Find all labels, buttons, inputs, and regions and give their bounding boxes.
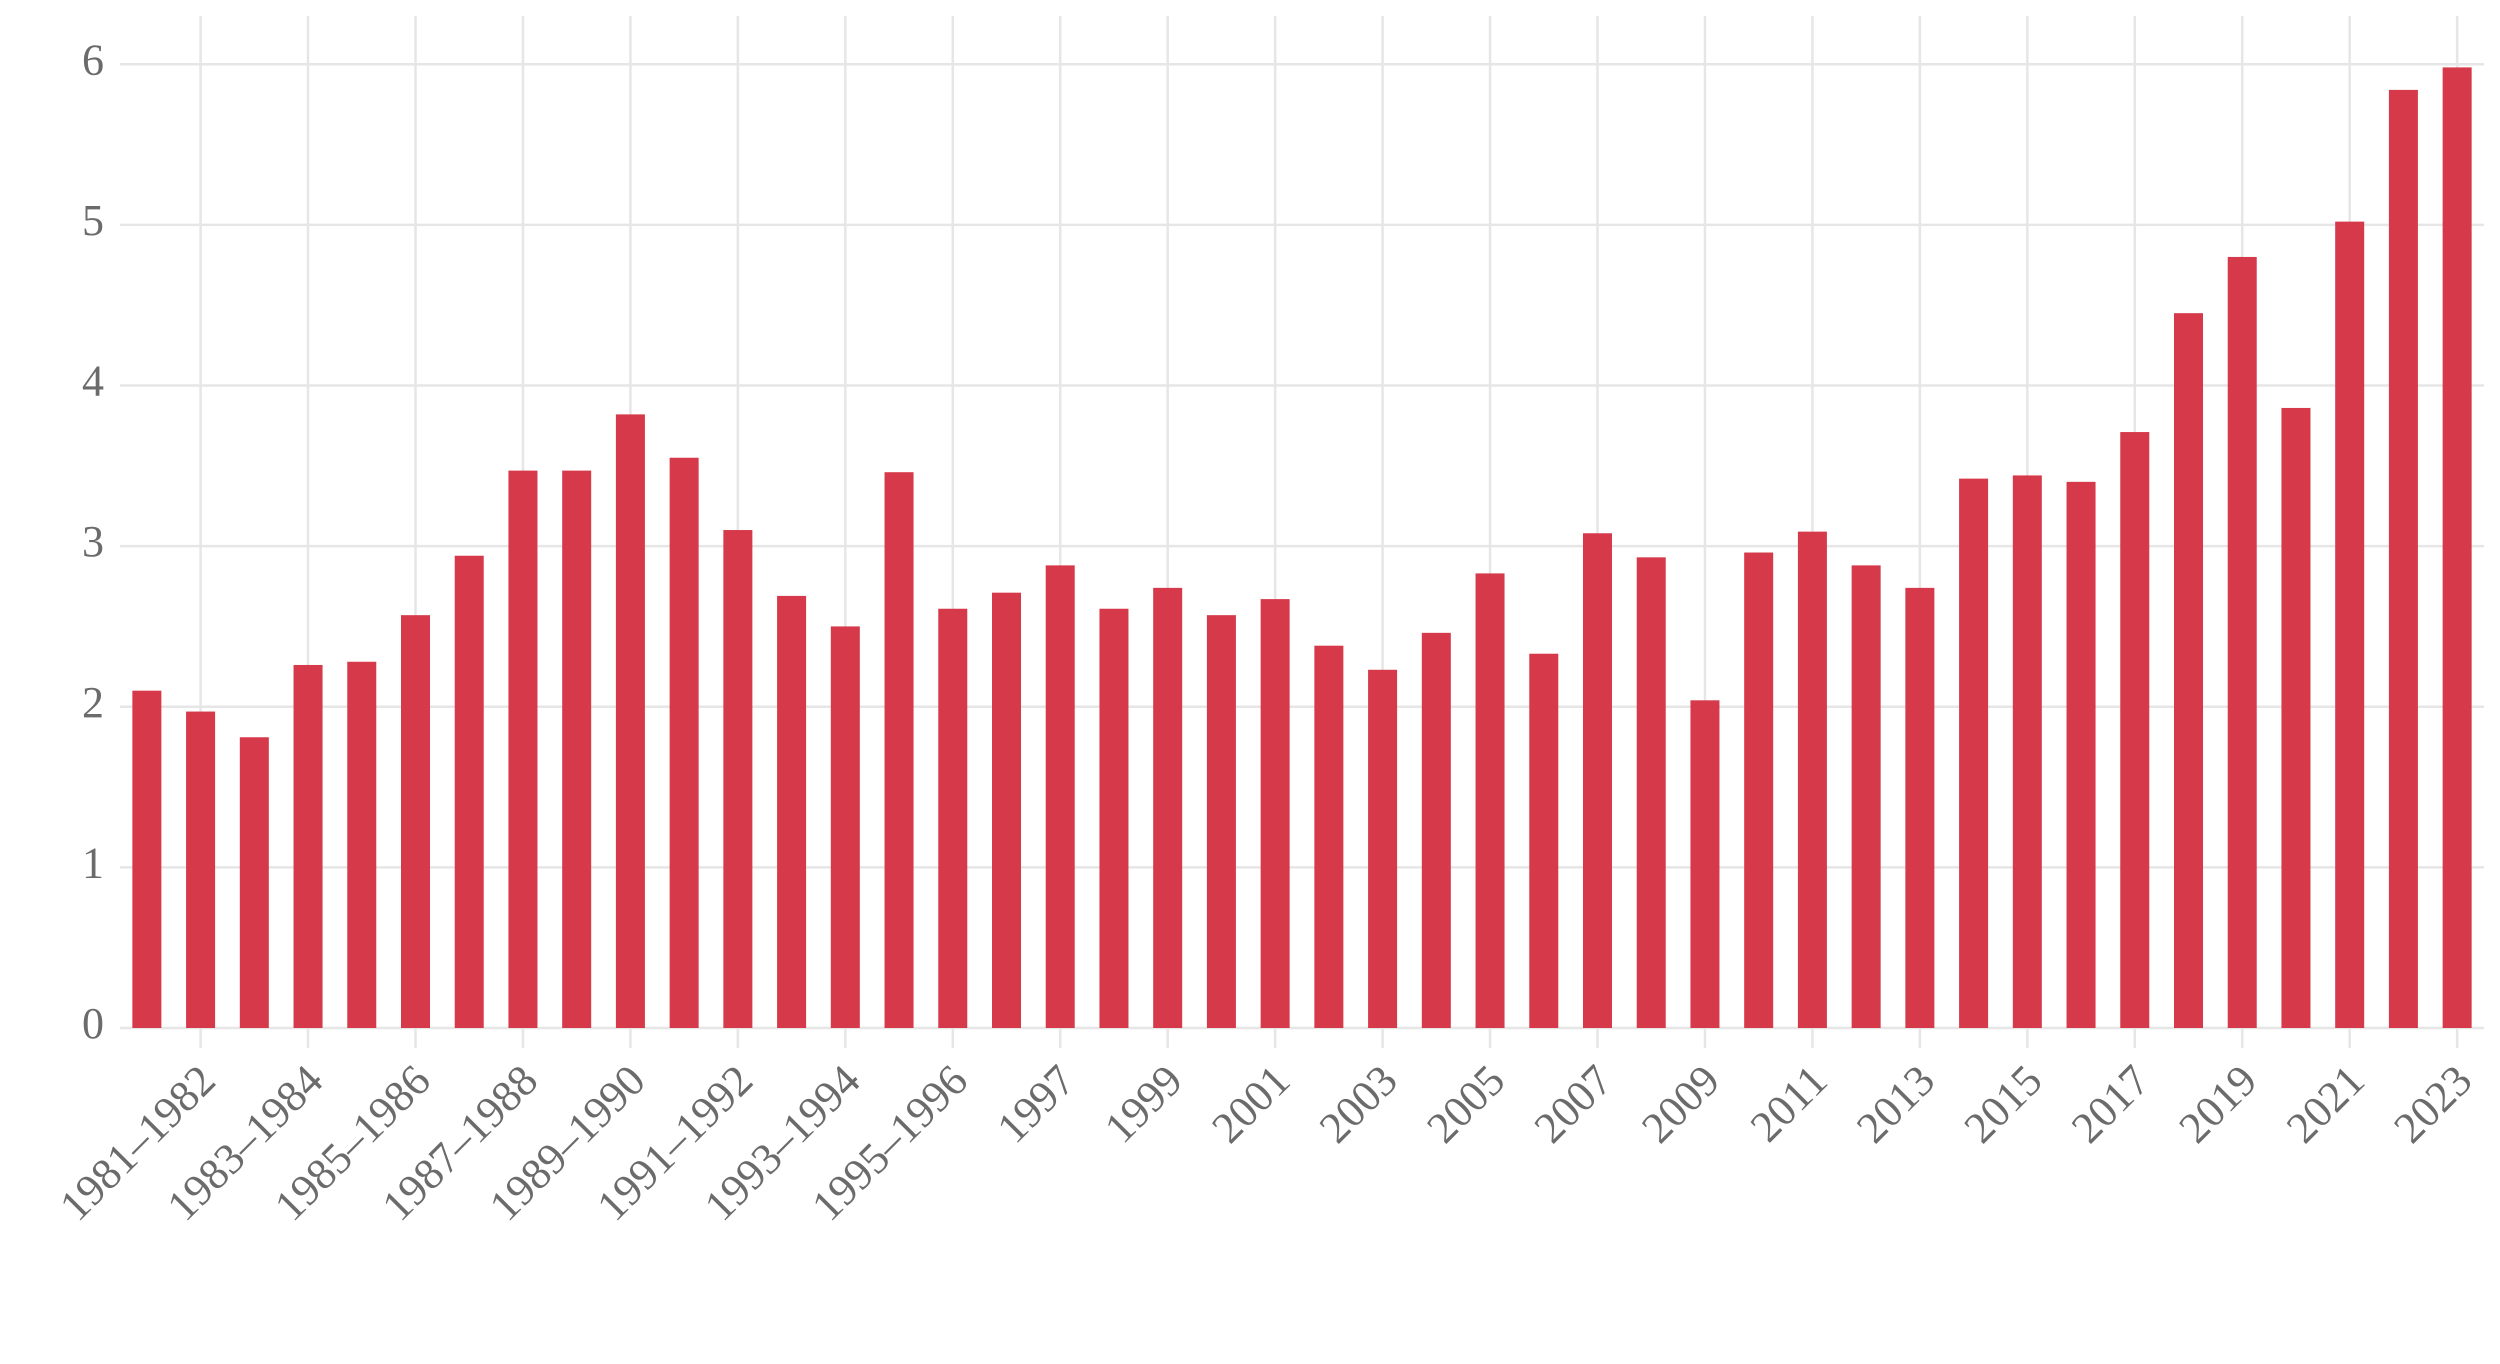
bar xyxy=(1744,552,1774,1028)
bar xyxy=(2281,407,2311,1028)
bar xyxy=(777,595,807,1028)
bar xyxy=(830,626,860,1028)
bar xyxy=(562,470,592,1029)
y-tick-label: 4 xyxy=(82,357,104,406)
bar xyxy=(1368,669,1398,1028)
bar xyxy=(2227,256,2257,1028)
x-tick-label: 1999 xyxy=(1095,1056,1192,1153)
bar xyxy=(400,615,431,1028)
x-tick-label: 2009 xyxy=(1632,1056,1729,1153)
bar xyxy=(1690,700,1720,1028)
bar xyxy=(186,711,216,1028)
x-tick-label: 2017 xyxy=(2062,1056,2159,1153)
bar xyxy=(239,737,269,1028)
y-tick-label: 3 xyxy=(82,517,104,566)
bar xyxy=(669,457,699,1028)
x-tick-label: 2005 xyxy=(1417,1056,1514,1153)
bar xyxy=(938,608,968,1028)
bar xyxy=(454,555,484,1028)
bar xyxy=(1582,533,1613,1028)
bar xyxy=(2388,89,2418,1028)
bar xyxy=(2442,67,2472,1028)
x-tick-label: 2013 xyxy=(1847,1056,1944,1153)
y-tick-label: 6 xyxy=(82,35,104,84)
bar xyxy=(1529,653,1559,1028)
bar xyxy=(1099,608,1129,1028)
bar xyxy=(723,530,753,1028)
x-tick-label: 2015 xyxy=(1955,1056,2052,1153)
bar xyxy=(1314,645,1344,1028)
bar xyxy=(1797,531,1827,1028)
x-tick-label: 1997 xyxy=(988,1056,1085,1153)
bar xyxy=(2173,313,2204,1029)
bar xyxy=(2120,432,2150,1028)
bar xyxy=(1475,573,1505,1028)
bar xyxy=(1421,632,1451,1028)
bar xyxy=(1851,565,1881,1028)
y-tick-label: 1 xyxy=(82,838,104,887)
bar xyxy=(615,414,645,1028)
bar xyxy=(884,472,914,1028)
bar xyxy=(991,592,1022,1028)
y-tick-label: 5 xyxy=(82,196,104,245)
bar xyxy=(293,664,323,1028)
y-tick-label: 0 xyxy=(82,999,104,1048)
bar xyxy=(1206,615,1236,1028)
bar xyxy=(347,661,377,1028)
x-tick-label: 2023 xyxy=(2384,1056,2481,1153)
bar xyxy=(1905,587,1935,1028)
x-tick-label: 2007 xyxy=(1525,1056,1622,1153)
x-tick-label: 2003 xyxy=(1310,1056,1407,1153)
bar xyxy=(2066,481,2096,1028)
x-tick-label: 2011 xyxy=(1741,1056,1837,1152)
bar xyxy=(2335,221,2365,1029)
x-tick-label: 2001 xyxy=(1202,1056,1299,1153)
bar xyxy=(2012,475,2042,1028)
bar xyxy=(1153,587,1183,1028)
bar xyxy=(1045,565,1075,1028)
x-tick-label: 2019 xyxy=(2170,1056,2267,1153)
bar xyxy=(132,690,162,1028)
bar xyxy=(1959,478,1989,1029)
x-tick-label: 2021 xyxy=(2277,1056,2374,1153)
bar xyxy=(508,470,538,1029)
y-tick-label: 2 xyxy=(82,678,104,727)
bar xyxy=(1636,557,1666,1028)
bar xyxy=(1260,599,1290,1028)
